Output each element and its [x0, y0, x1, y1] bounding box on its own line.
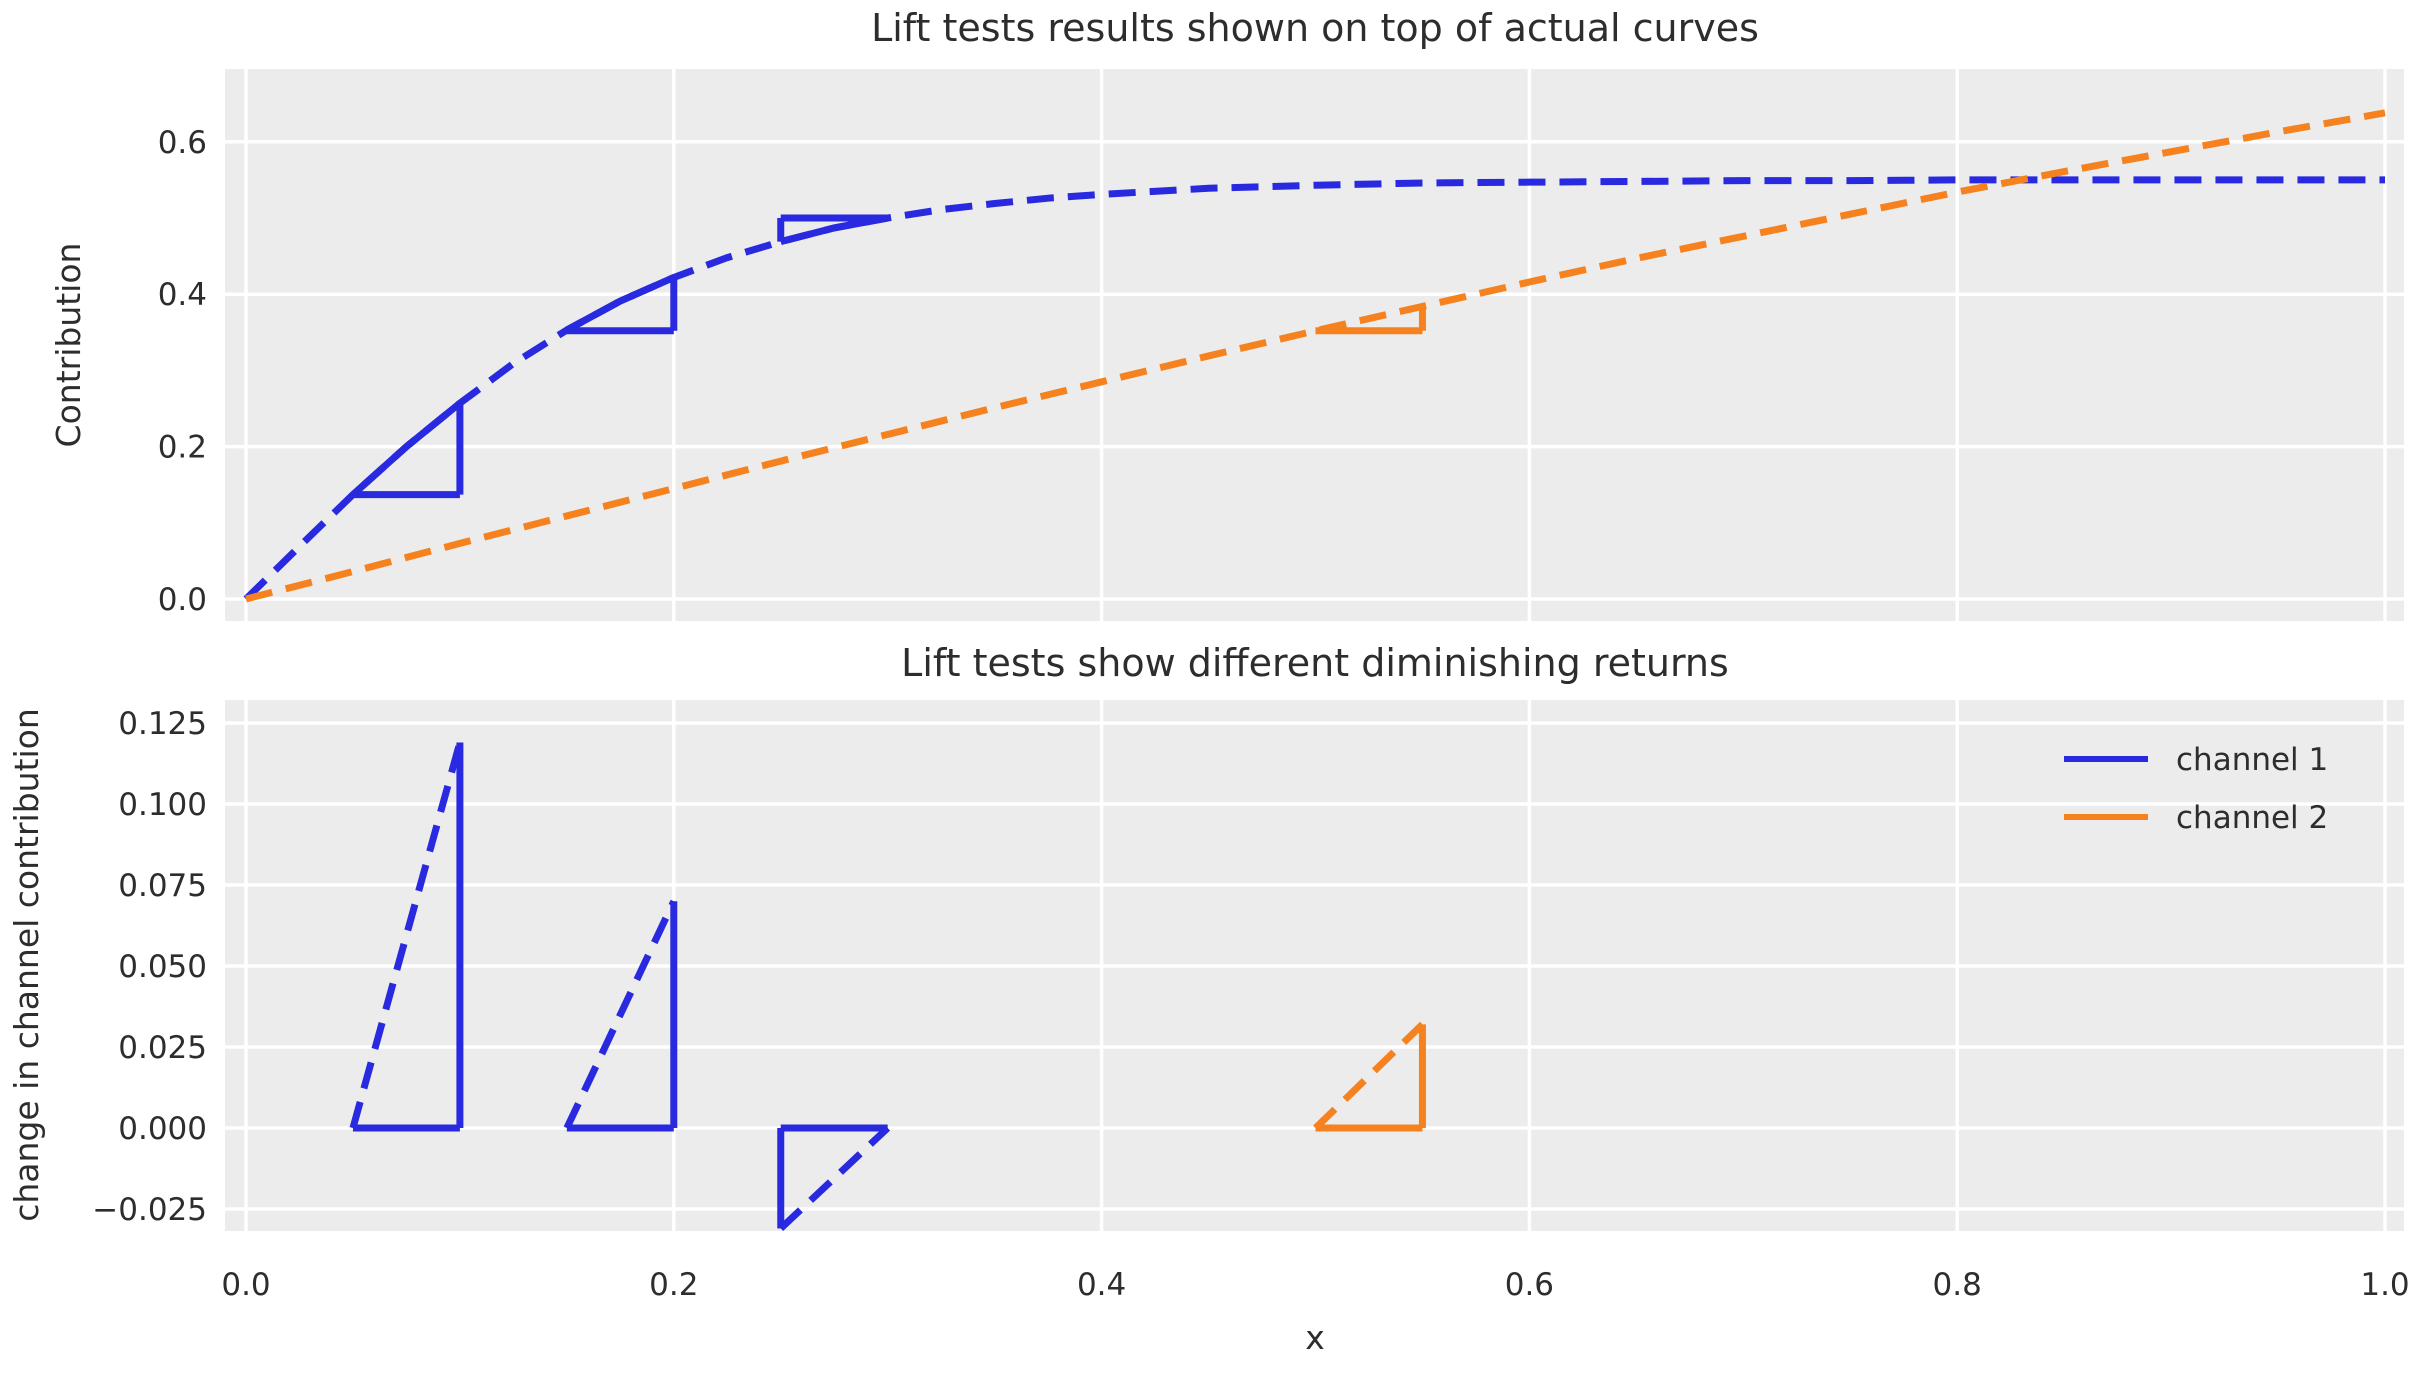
- top-y-tick-label: 0.2: [158, 430, 207, 466]
- triangle-hypotenuse: [349, 741, 464, 1129]
- triangle-hypotenuse: [563, 899, 677, 1130]
- bottom-y-tick-label: 0.075: [118, 868, 207, 904]
- x-tick-label: 0.6: [1505, 1267, 1554, 1303]
- top-plot-grid: [225, 69, 2404, 621]
- bottom-y-tick-label: −0.025: [92, 1192, 207, 1228]
- top-y-tick-label: 0.6: [158, 125, 207, 161]
- x-tick-label: 0.4: [1077, 1267, 1126, 1303]
- lift-test-hypotenuse: [565, 274, 676, 334]
- x-axis-label: x: [1305, 1318, 1325, 1357]
- x-tick-labels: 0.0 0.2 0.4 0.6 0.8 1.0: [221, 1267, 2409, 1303]
- x-tick-label: 0.0: [221, 1267, 270, 1303]
- bottom-y-tick-label: 0.000: [118, 1111, 207, 1147]
- bottom-y-tick-label: 0.100: [118, 787, 207, 823]
- top-y-tick-labels: 0.0 0.2 0.4 0.6: [158, 125, 207, 618]
- bottom-y-tick-label: 0.125: [118, 706, 207, 742]
- bottom-plot-title: Lift tests show different diminishing re…: [901, 641, 1729, 685]
- top-plot-area: [225, 69, 2404, 621]
- bottom-plot-ylabel: change in channel contribution: [7, 708, 46, 1222]
- bottom-y-tick-label: 0.050: [118, 949, 207, 985]
- x-tick-label: 0.2: [649, 1267, 698, 1303]
- lift-test-markers-top: [350, 214, 1426, 499]
- top-plot-title: Lift tests results shown on top of actua…: [871, 6, 1759, 50]
- saturation-curves: [243, 109, 2386, 603]
- bottom-y-tick-label: 0.025: [118, 1030, 207, 1066]
- bottom-plot-grid: [225, 700, 2404, 1231]
- legend-label-channel2: channel 2: [2176, 800, 2328, 836]
- x-tick-label: 0.8: [1933, 1267, 1982, 1303]
- lift-test-triangles-bottom: [349, 741, 1426, 1231]
- top-y-tick-label: 0.0: [158, 582, 207, 618]
- top-plot-ylabel: Contribution: [49, 243, 88, 448]
- legend: channel 1 channel 2: [2064, 742, 2328, 836]
- triangle-hypotenuse: [1313, 1021, 1425, 1131]
- lift-test-hypotenuse: [350, 400, 463, 498]
- x-tick-label: 1.0: [2360, 1267, 2409, 1303]
- top-y-tick-label: 0.4: [158, 277, 207, 313]
- bottom-y-tick-labels: 0.125 0.100 0.075 0.050 0.025 0.000 −0.025: [92, 706, 207, 1228]
- legend-label-channel1: channel 1: [2176, 742, 2328, 778]
- triangle-hypotenuse: [778, 1125, 891, 1231]
- channel-1-curve: [243, 176, 2385, 602]
